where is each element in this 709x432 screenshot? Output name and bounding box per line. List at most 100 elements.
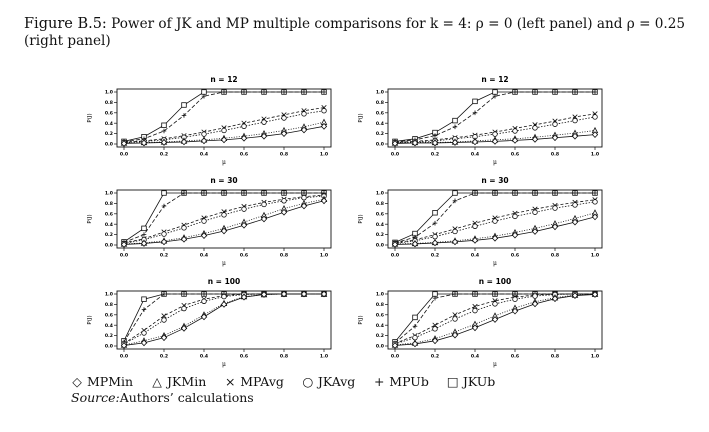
point-jkavg <box>281 115 287 121</box>
plot-frame <box>116 189 332 249</box>
point-mpub <box>532 190 538 196</box>
x-axis-label: μ <box>493 260 497 267</box>
point-jkavg <box>201 218 207 224</box>
point-mpmin <box>160 334 168 342</box>
y-tick-label: 0.8 <box>105 201 113 207</box>
x-tick-label: 0.2 <box>431 152 439 158</box>
point-jkavg <box>181 225 187 231</box>
panel-title: n = 12 <box>210 75 237 84</box>
point-mpmin <box>320 290 328 298</box>
point-mpmin <box>160 139 168 146</box>
panel-4: n = 30 0.0 0.2 0.4 0.6 0.8 1.0 0.0 0.2 0.4 0.6 0.8 1… <box>358 176 603 267</box>
legend-item-jkmin: △ JKMin <box>151 374 206 389</box>
point-mpmin <box>471 324 479 332</box>
point-jkavg <box>552 121 558 127</box>
point-jkavg <box>532 293 538 299</box>
plot-frame <box>387 189 603 249</box>
panel-title: n = 12 <box>481 75 508 84</box>
x-axis-label: μ <box>222 361 226 368</box>
y-tick-label: 0.0 <box>105 344 113 350</box>
point-mpub <box>492 93 498 99</box>
figure-caption: Figure B.5: Power of JK and MP multiple … <box>24 16 689 50</box>
point-mpmin <box>300 202 308 210</box>
y-tick-label: 1.0 <box>105 292 113 298</box>
point-mpmin <box>391 140 399 147</box>
point-mpub <box>592 190 598 196</box>
point-mpub <box>221 190 227 196</box>
point-mpmin <box>531 135 539 143</box>
point-mpavg <box>161 313 167 319</box>
x-tick-label: 1.0 <box>320 253 328 259</box>
point-jkub <box>412 314 418 321</box>
point-jkavg <box>552 205 558 211</box>
point-mpmin <box>320 197 328 205</box>
point-jkavg <box>432 326 438 332</box>
point-jkavg <box>221 212 227 218</box>
point-mpmin <box>140 339 148 347</box>
point-jkavg <box>572 202 578 208</box>
y-tick-label: 0.6 <box>376 110 384 116</box>
y-tick-label: 0.2 <box>376 232 384 238</box>
x-tick-label: 0.6 <box>511 253 519 259</box>
point-mpmin <box>531 228 539 235</box>
point-mpmin <box>471 236 479 244</box>
y-tick-label: 0.2 <box>105 333 113 339</box>
y-tick-label: 0.0 <box>376 344 384 350</box>
point-mpub <box>221 89 227 95</box>
y-tick-label: 0.0 <box>105 243 113 249</box>
panel-5: n = 100 0.0 0.2 0.4 0.6 0.8 1.0 0.0 0.2 0.4 0.6 0.8… <box>87 277 332 368</box>
point-jkub <box>141 225 147 232</box>
point-mpmin <box>140 139 148 147</box>
source-label: Source: <box>71 390 120 405</box>
point-mpmin <box>200 313 208 321</box>
point-mpmin <box>240 293 248 301</box>
point-mpmin <box>571 218 579 226</box>
point-jkavg <box>452 316 458 322</box>
panel-title: n = 100 <box>479 277 512 286</box>
point-mpub <box>472 190 478 196</box>
point-mpmin <box>411 340 419 348</box>
point-mpmin <box>451 139 459 146</box>
figure-caption-text: Power of JK and MP multiple comparisons … <box>24 16 686 49</box>
x-icon: × <box>224 374 236 389</box>
point-mpub <box>472 291 478 297</box>
point-mpmin <box>491 138 499 145</box>
x-tick-label: 0.8 <box>280 253 288 259</box>
y-tick-label: 0.8 <box>105 100 113 106</box>
legend-label-mpavg: MPAvg <box>240 374 284 389</box>
point-mpmin <box>591 291 599 298</box>
x-tick-label: 0.6 <box>240 354 248 360</box>
point-mpub <box>201 190 207 196</box>
panel-title: n = 100 <box>208 277 241 286</box>
point-jkavg <box>301 194 307 201</box>
point-mpub <box>432 220 438 226</box>
x-tick-label: 0.4 <box>471 253 479 259</box>
point-mpub <box>592 89 598 95</box>
y-axis-label: P(J) <box>358 113 364 122</box>
x-tick-label: 0.2 <box>160 253 168 259</box>
point-jkavg <box>321 108 327 114</box>
point-mpmin <box>300 126 308 134</box>
point-mpub <box>161 128 167 134</box>
point-mpmin <box>551 295 559 303</box>
y-tick-label: 0.6 <box>105 211 113 217</box>
point-jkub <box>141 296 147 302</box>
point-jkub <box>161 122 167 128</box>
point-jkavg <box>512 296 518 302</box>
point-mpmin <box>280 290 288 298</box>
y-tick-label: 0.2 <box>105 131 113 137</box>
x-tick-label: 1.0 <box>591 354 599 360</box>
x-tick-label: 0.8 <box>551 354 559 360</box>
point-mpmin <box>531 300 539 308</box>
point-mpub <box>301 89 307 95</box>
point-mpmin <box>391 241 399 248</box>
circle-icon: ○ <box>302 374 314 389</box>
x-tick-label: 0.0 <box>120 253 128 259</box>
point-jkavg <box>532 125 538 131</box>
point-mpmin <box>320 122 328 130</box>
point-mpmin <box>280 208 288 216</box>
x-axis-label: μ <box>493 361 497 368</box>
y-tick-label: 0.4 <box>105 121 113 127</box>
point-mpmin <box>240 221 248 229</box>
point-jkavg <box>572 117 578 124</box>
